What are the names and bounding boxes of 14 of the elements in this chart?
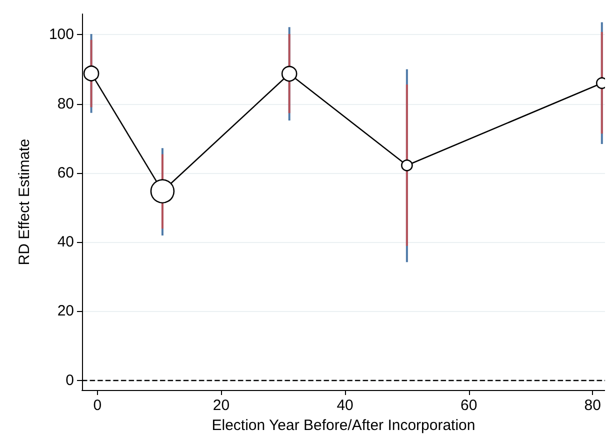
x-tick-label: 0 (93, 397, 102, 414)
y-axis-title: RD Effect Estimate (16, 138, 33, 266)
x-tick-label: 40 (336, 397, 354, 414)
y-tick-label: 60 (57, 164, 74, 182)
bar (406, 84, 408, 246)
x-axis-title: Election Year Before/After Incorporation (212, 416, 476, 434)
x-tick-label: 80 (584, 397, 601, 414)
y-tick-label: 40 (57, 234, 74, 251)
y-tick-label: 20 (57, 302, 74, 320)
y-tick-label: 100 (48, 26, 74, 44)
y-tick-label: 80 (57, 95, 74, 112)
y-tick-label: 0 (66, 372, 74, 389)
x-tick-label: 60 (460, 397, 478, 414)
x-tick-label: 20 (212, 397, 230, 414)
